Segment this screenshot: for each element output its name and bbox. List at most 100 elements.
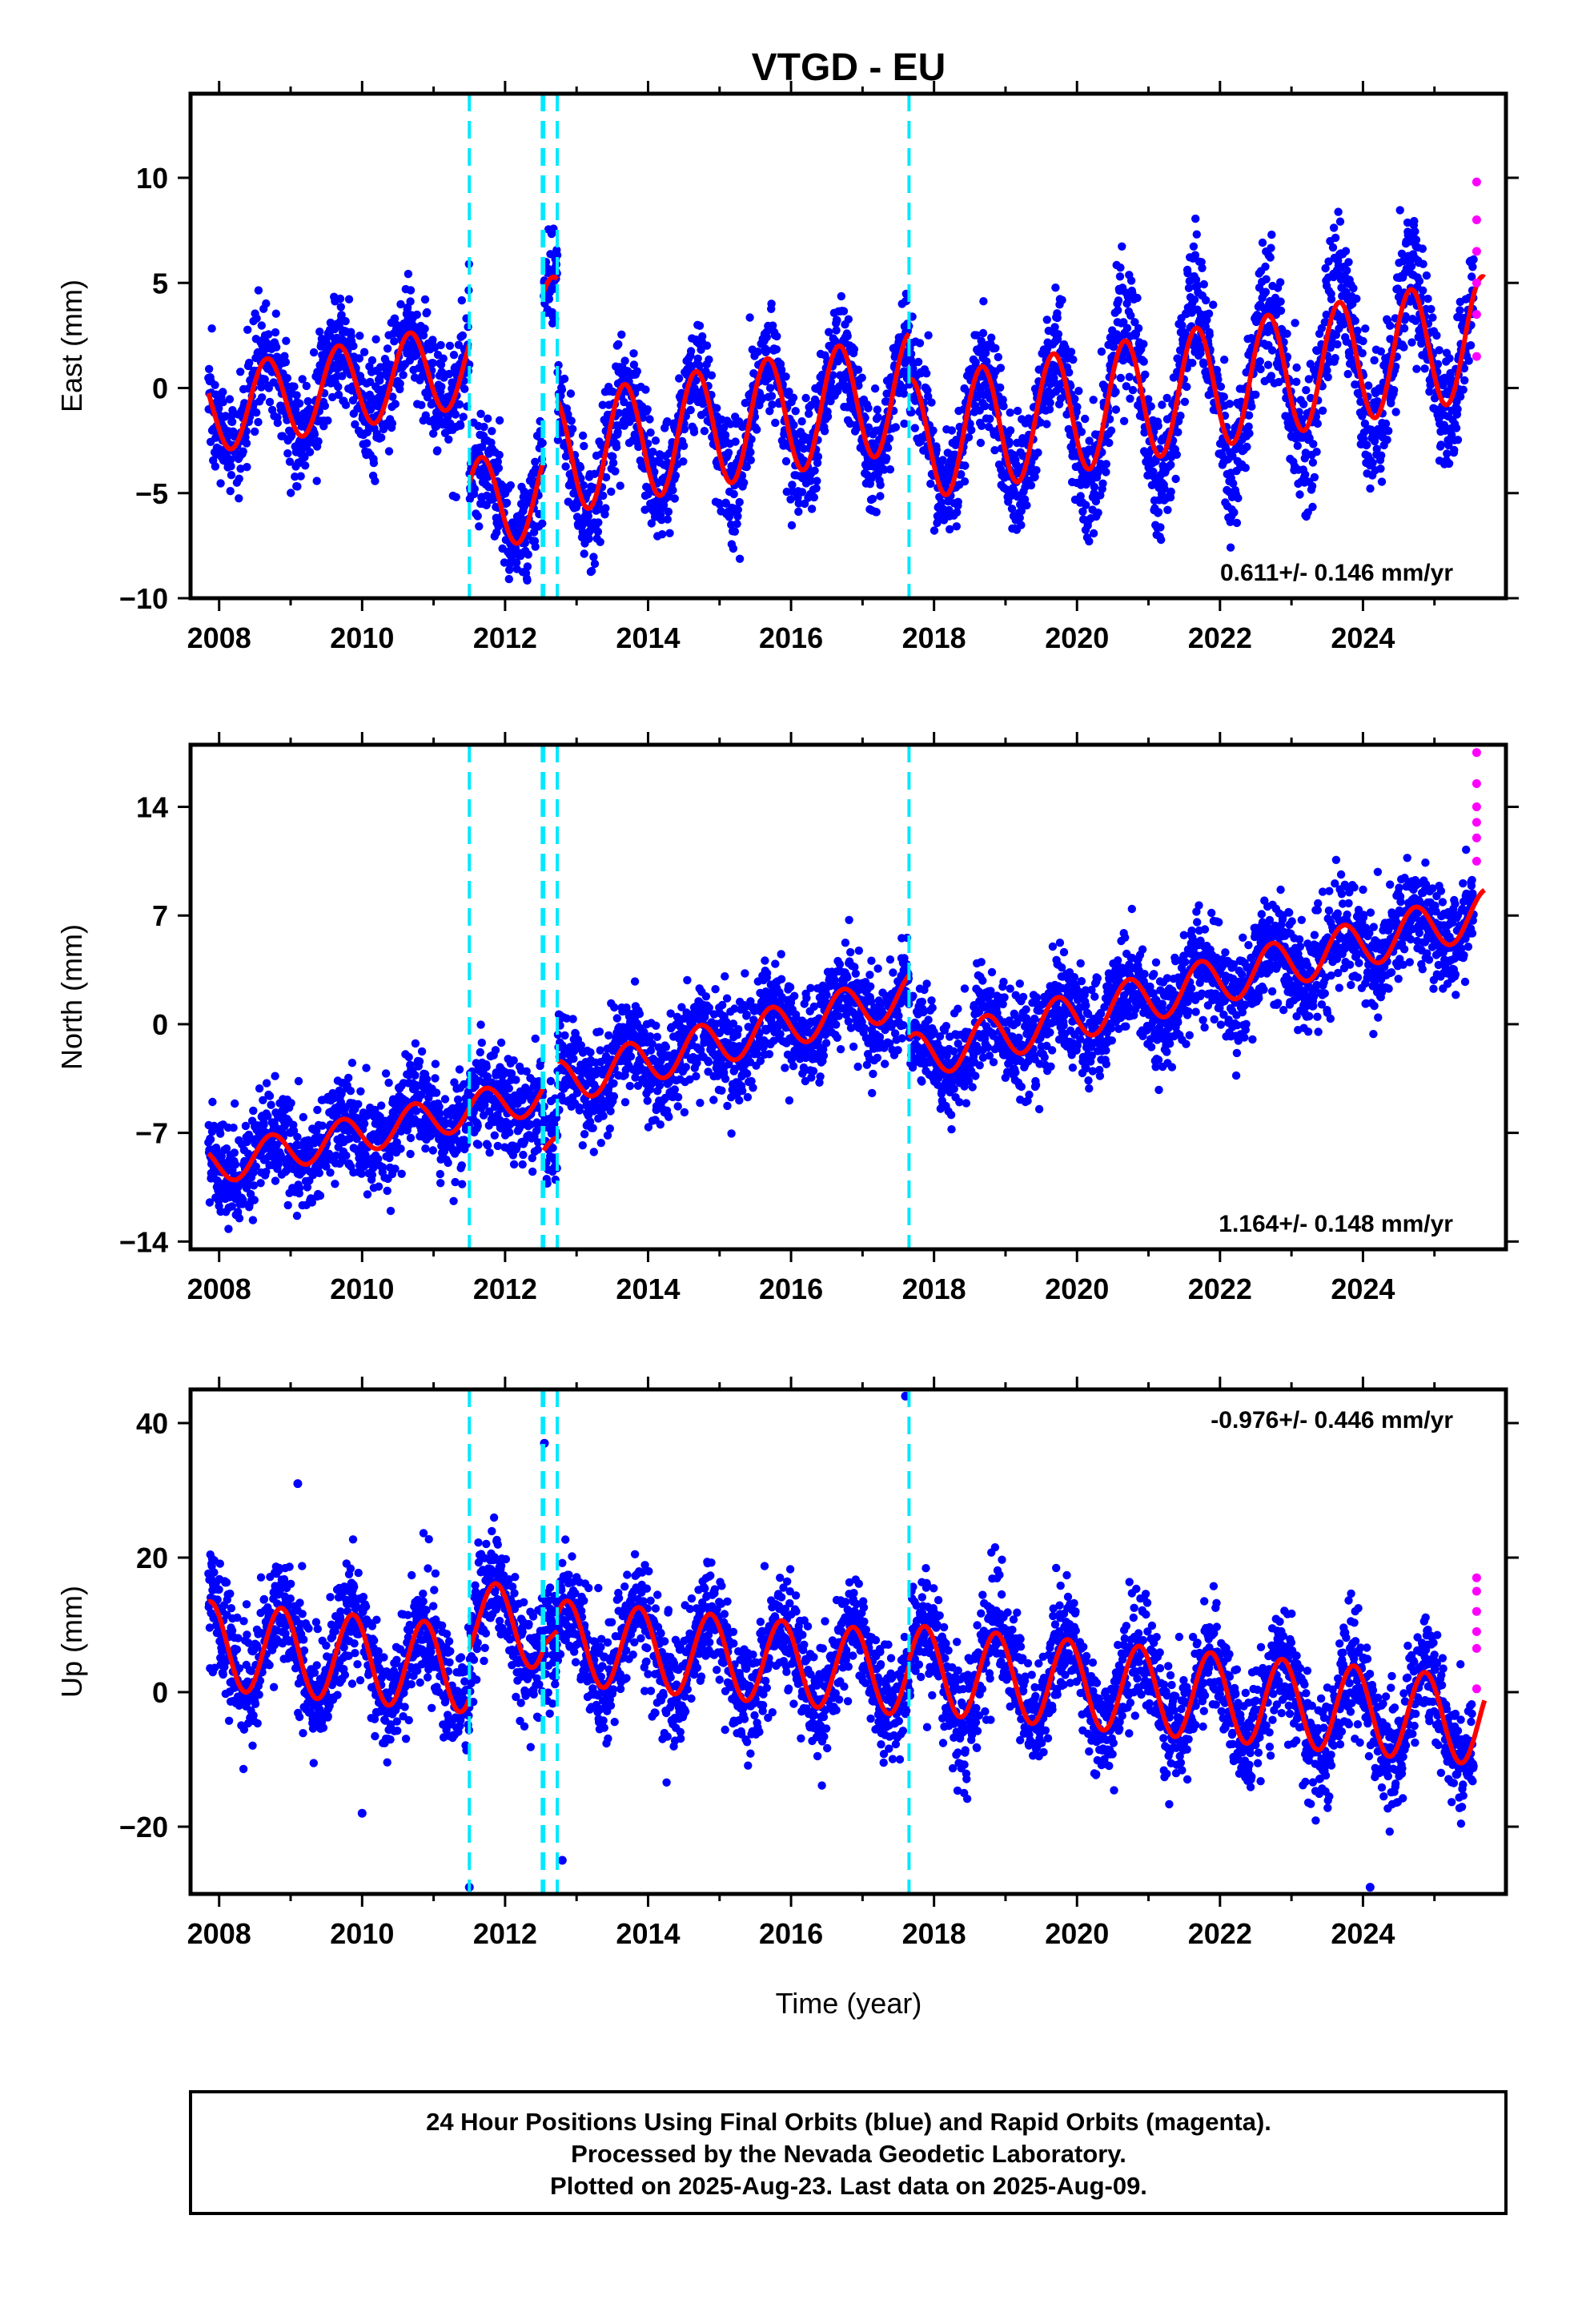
data-point [302,381,311,391]
data-point [295,399,304,408]
data-point [768,400,777,409]
data-point [1450,445,1459,455]
data-point [1139,357,1148,366]
data-point [979,297,988,306]
data-point [436,1179,445,1188]
data-point [1349,283,1358,293]
data-point [1118,356,1128,365]
data-point [698,332,707,341]
east-rapid-orbit-point [1472,215,1481,224]
data-point [1453,404,1462,414]
data-point [977,336,986,345]
data-point [285,457,295,466]
data-point [314,437,323,446]
data-point [733,520,741,529]
data-point [254,286,263,295]
data-point [259,1120,268,1129]
data-point [697,345,705,354]
data-point [1141,370,1150,379]
data-point [1209,300,1218,309]
data-point [336,303,345,312]
data-point [431,1074,440,1083]
data-point [318,1121,327,1130]
data-point [996,364,1006,372]
data-point [1267,372,1276,380]
data-point [271,309,280,318]
east-fit-curve-1 [467,455,546,546]
data-point [444,435,453,444]
data-point [686,347,696,356]
data-point [428,336,437,344]
data-point [746,456,755,464]
data-point [929,426,938,435]
data-point [235,494,243,503]
data-point [293,482,302,491]
data-point [922,369,931,378]
data-point [773,332,781,341]
data-point [204,364,214,373]
data-point [368,1164,378,1172]
data-point [292,391,301,400]
data-point [953,508,962,517]
data-point [293,1132,302,1142]
data-point [1410,216,1419,226]
data-point [1327,342,1335,351]
data-point [1116,263,1125,272]
data-point [669,485,677,495]
data-point [1203,316,1211,324]
data-point [1128,385,1138,395]
data-point [230,1148,239,1157]
data-point [913,357,923,367]
data-point [1415,276,1424,286]
data-point [225,395,235,404]
data-point [864,404,873,412]
data-point [1090,482,1099,492]
data-point [686,405,695,415]
data-point [1460,376,1469,385]
data-point [806,476,815,485]
data-point [1111,405,1121,414]
data-point [1045,405,1054,414]
data-point [359,1120,369,1128]
data-point [794,507,803,517]
data-point [495,450,504,460]
data-point [561,462,570,471]
data-point [1464,356,1473,365]
data-point [1077,428,1086,436]
data-point [1156,523,1165,532]
data-point [971,358,980,367]
data-point [436,340,445,350]
data-point [645,415,654,424]
data-point [730,527,740,536]
data-point [1363,440,1371,449]
data-point [538,439,547,448]
data-point [663,417,672,426]
data-point [1377,451,1386,460]
data-point [735,554,745,563]
data-point [451,410,460,419]
y-tick-label: 10 [136,162,168,195]
data-point [809,493,818,502]
data-point [291,472,299,481]
data-point [377,433,386,442]
data-point [465,360,474,369]
y-tick-label: −5 [135,477,168,510]
data-point [1114,296,1123,305]
data-point [1309,440,1318,448]
data-point [252,408,261,417]
data-point [1334,207,1343,216]
data-point [1119,416,1129,425]
data-point [1376,464,1385,473]
data-point [260,375,269,384]
data-point [257,321,266,330]
data-point [807,505,817,513]
data-point [725,513,733,521]
data-point [1032,466,1041,475]
data-point [1344,258,1353,267]
data-point [1331,233,1340,243]
data-point [315,328,324,336]
data-point [549,224,558,233]
data-point [580,549,588,558]
data-point [270,1120,279,1130]
data-point [991,344,1000,352]
